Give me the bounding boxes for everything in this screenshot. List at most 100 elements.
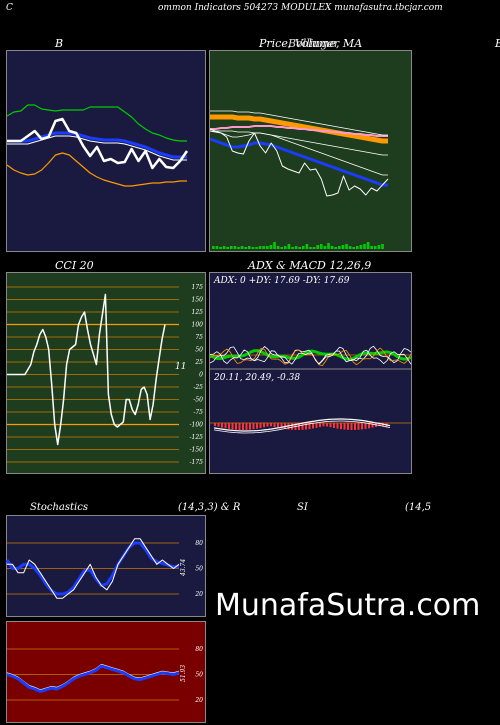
- cci-line: [7, 293, 166, 446]
- macd-hist-bar: [368, 423, 370, 429]
- macd-hist-bar: [259, 423, 262, 429]
- bb-panel: [6, 50, 206, 252]
- cci-tick-label: 50: [195, 347, 203, 354]
- stoch-tick-label: 50: [195, 566, 203, 573]
- volume-bar: [302, 246, 305, 249]
- cci-tick-label: 150: [192, 297, 204, 304]
- macd-hist-bar: [350, 423, 353, 430]
- volume-bar: [284, 246, 287, 249]
- rsi-tick-label: 20: [194, 697, 203, 704]
- cci-last-value: 11: [175, 362, 186, 372]
- price-panel: [209, 50, 412, 252]
- stoch-tick-label: 20: [194, 591, 203, 598]
- cci-tick-label: -50: [193, 397, 203, 404]
- rsi-panel: 80 50 20 51.93: [6, 621, 206, 723]
- volume-bar: [226, 247, 229, 249]
- macd-hist-bar: [252, 423, 255, 430]
- volume-bar: [363, 244, 366, 249]
- macd-hist-bar: [231, 423, 234, 430]
- macd-hist-bar: [333, 423, 335, 428]
- cci-title: CCI 20: [55, 259, 94, 272]
- volume-bar: [348, 246, 352, 249]
- adx-label: ADX: 0 +DY: 17.69 -DY: 17.69: [214, 276, 350, 286]
- header-title: ommon Indicators 504273 MODULEX munafasu…: [158, 3, 443, 13]
- volume-bar: [276, 246, 280, 249]
- rsi-tick-label: 80: [195, 646, 203, 653]
- volume-bar: [305, 244, 309, 249]
- volume-bar: [352, 247, 355, 249]
- adx-panel: [209, 272, 412, 474]
- cci-tick-label: 0: [199, 372, 203, 379]
- cci-tick-label: 100: [192, 322, 204, 329]
- macd-hist-bar: [301, 423, 304, 430]
- macd-hist-bar: [256, 423, 258, 429]
- macd-hist-bar: [263, 423, 265, 428]
- edge-title: B: [495, 37, 500, 50]
- adx-title: ADX & MACD 12,26,9: [248, 259, 372, 272]
- macd-hist-bar: [312, 423, 314, 429]
- volume-bar: [374, 246, 377, 249]
- stoch-d-line: [5, 541, 179, 596]
- price-chart: [209, 110, 389, 249]
- volume-bar: [269, 245, 273, 249]
- volume-bar: [309, 247, 312, 249]
- macd-hist-bar: [308, 423, 311, 430]
- macd-hist-bar: [382, 423, 384, 427]
- macd-hist-bar: [273, 423, 276, 428]
- volume-bar: [212, 246, 215, 249]
- macd-hist-bar: [217, 423, 220, 427]
- stoch-tick-label: 80: [195, 540, 203, 547]
- price-ma-pink-line: [210, 125, 388, 137]
- cci-tick-label: -75: [193, 409, 203, 416]
- price-title-overlap: Bollinger: [288, 37, 340, 50]
- macd-hist-bar: [347, 423, 349, 430]
- macd-hist-bar: [238, 423, 241, 430]
- macd-hist-bar: [371, 423, 374, 428]
- cci-chart: 175 150 125 100 75 50 25 0 -25 -50 -75 -100 -125 -150…: [7, 284, 204, 466]
- volume-bar: [345, 244, 348, 249]
- volume-bar: [230, 246, 233, 249]
- volume-bar: [356, 246, 359, 249]
- macd-hist-bar: [322, 423, 325, 427]
- volume-bar: [330, 246, 334, 249]
- minus-dy-line: [209, 347, 412, 366]
- volume-bar: [341, 245, 345, 249]
- macd-hist-bar: [336, 423, 339, 429]
- cci-tick-label: -100: [190, 422, 204, 429]
- volume-bar: [233, 246, 237, 249]
- volume-bar: [244, 247, 247, 249]
- volume-bar: [370, 246, 373, 249]
- watermark: MunafaSutra.com: [215, 588, 481, 623]
- volume-bar: [258, 246, 262, 249]
- header-c-letter: C: [6, 3, 13, 13]
- volume-bar: [323, 246, 327, 249]
- macd-hist-bar: [319, 423, 321, 428]
- volume-bar: [338, 246, 341, 249]
- stoch-panel: 80 50 20 43.74: [5, 515, 206, 617]
- price-ma-white-1: [210, 130, 388, 156]
- price-close-line: [209, 130, 389, 197]
- price-ma-orange-line: [210, 114, 388, 144]
- macd-hist-bar: [329, 423, 332, 428]
- macd-hist-bar: [305, 423, 307, 430]
- macd-hist-bar: [326, 423, 328, 427]
- volume-bar: [334, 247, 337, 249]
- macd-hist-bar: [343, 423, 346, 430]
- price-ma-white-3: [209, 128, 388, 176]
- macd-hist-bar: [357, 423, 360, 430]
- macd-hist-bar: [315, 423, 318, 428]
- price-ma-blue-line: [209, 137, 388, 187]
- rsi-chart: 80 50 20 51.93: [6, 646, 203, 704]
- macd-hist-bar: [266, 423, 269, 427]
- plus-dy-line: [209, 345, 412, 365]
- rsi-last-value: 51.93: [180, 665, 187, 682]
- macd-hist-bar: [354, 423, 356, 430]
- bb-middle-shadow-line: [7, 135, 187, 161]
- macd-hist-bar: [340, 423, 342, 430]
- volume-bar: [262, 246, 265, 249]
- volume-bar: [294, 246, 298, 249]
- macd-hist-bar: [364, 423, 367, 429]
- bb-price-line: [7, 117, 189, 170]
- stoch-chart: 80 50 20 43.74: [5, 538, 203, 599]
- volume-bar: [240, 246, 244, 249]
